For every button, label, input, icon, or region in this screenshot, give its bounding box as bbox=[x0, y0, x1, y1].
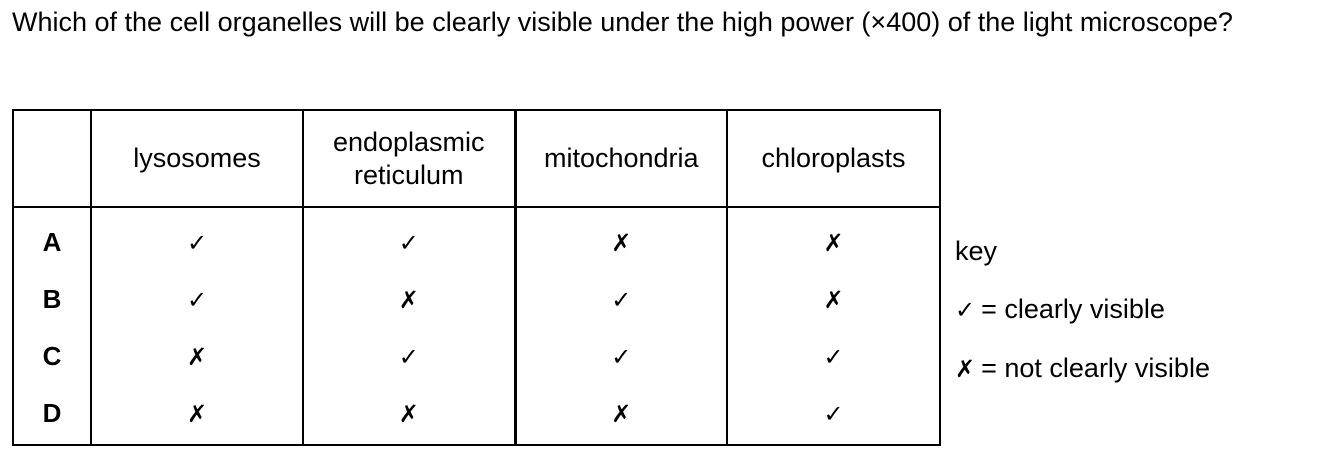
cell-mark: ✓ bbox=[611, 343, 632, 371]
column-header-mitochondria: mitochondria bbox=[513, 109, 728, 208]
cell-d-endoplasmic-reticulum: ✗ bbox=[302, 385, 516, 445]
organelle-visibility-table: lysosomes endoplasmic reticulum mitochon… bbox=[12, 109, 941, 446]
cell-a-endoplasmic-reticulum: ✓ bbox=[302, 207, 516, 271]
cell-mark: ✗ bbox=[823, 286, 844, 314]
cell-mark: ✓ bbox=[611, 286, 632, 314]
cell-mark: ✗ bbox=[611, 400, 632, 428]
key-legend: key ✓ = clearly visible ✗ = not clearly vi… bbox=[955, 222, 1210, 398]
column-header-lysosomes: lysosomes bbox=[90, 109, 304, 208]
header-corner bbox=[12, 109, 92, 208]
table-header-row: lysosomes endoplasmic reticulum mitochon… bbox=[12, 109, 941, 208]
cell-b-mitochondria: ✓ bbox=[513, 271, 728, 328]
cross-mark-icon: ✗ bbox=[955, 355, 976, 383]
row-label-d: D bbox=[12, 385, 92, 445]
key-item-clearly-visible: ✓ = clearly visible bbox=[955, 280, 1210, 339]
cell-c-lysosomes: ✗ bbox=[90, 328, 304, 385]
table-row: A ✓ ✓ ✗ ✗ bbox=[12, 207, 941, 271]
key-title: key bbox=[955, 236, 998, 266]
cell-mark: ✗ bbox=[398, 400, 419, 428]
table-row: C ✗ ✓ ✓ ✓ bbox=[12, 328, 941, 385]
cell-mark: ✗ bbox=[823, 229, 844, 257]
column-header-endoplasmic-reticulum: endoplasmic reticulum bbox=[302, 109, 516, 208]
cell-b-endoplasmic-reticulum: ✗ bbox=[302, 271, 516, 328]
cell-mark: ✗ bbox=[611, 229, 632, 257]
row-label-b: B bbox=[12, 271, 92, 328]
cell-b-lysosomes: ✓ bbox=[90, 271, 304, 328]
cell-mark: ✗ bbox=[186, 343, 208, 371]
check-mark-icon: ✓ bbox=[955, 296, 976, 324]
table-row: D ✗ ✗ ✗ ✓ bbox=[12, 385, 941, 445]
table-row: B ✓ ✗ ✓ ✗ bbox=[12, 271, 941, 328]
cell-d-lysosomes: ✗ bbox=[90, 385, 304, 445]
cell-a-mitochondria: ✗ bbox=[513, 207, 728, 271]
cell-mark: ✓ bbox=[186, 229, 208, 257]
column-header-endoplasmic-reticulum-label: endoplasmic reticulum bbox=[332, 126, 485, 190]
cell-c-chloroplasts: ✓ bbox=[726, 328, 941, 385]
question-text: Which of the cell organelles will be cle… bbox=[12, 7, 1233, 37]
key-item-meaning: = clearly visible bbox=[981, 294, 1165, 324]
cell-mark: ✓ bbox=[823, 343, 844, 371]
key-item-not-clearly-visible: ✗ = not clearly visible bbox=[955, 339, 1210, 398]
cell-b-chloroplasts: ✗ bbox=[726, 271, 941, 328]
cell-mark: ✗ bbox=[186, 400, 208, 428]
cell-c-mitochondria: ✓ bbox=[513, 328, 728, 385]
cell-mark: ✓ bbox=[398, 343, 419, 371]
cell-d-mitochondria: ✗ bbox=[513, 385, 728, 445]
column-header-chloroplasts: chloroplasts bbox=[726, 109, 941, 208]
cell-c-endoplasmic-reticulum: ✓ bbox=[302, 328, 516, 385]
row-label-c: C bbox=[12, 328, 92, 385]
cell-a-chloroplasts: ✗ bbox=[726, 207, 941, 271]
cell-d-chloroplasts: ✓ bbox=[726, 385, 941, 445]
cell-mark: ✗ bbox=[398, 286, 419, 314]
row-label-a: A bbox=[12, 207, 92, 271]
cell-mark: ✓ bbox=[823, 400, 844, 428]
cell-mark: ✓ bbox=[186, 286, 208, 314]
cell-mark: ✓ bbox=[398, 229, 419, 257]
key-item-meaning: = not clearly visible bbox=[981, 353, 1210, 383]
cell-a-lysosomes: ✓ bbox=[90, 207, 304, 271]
